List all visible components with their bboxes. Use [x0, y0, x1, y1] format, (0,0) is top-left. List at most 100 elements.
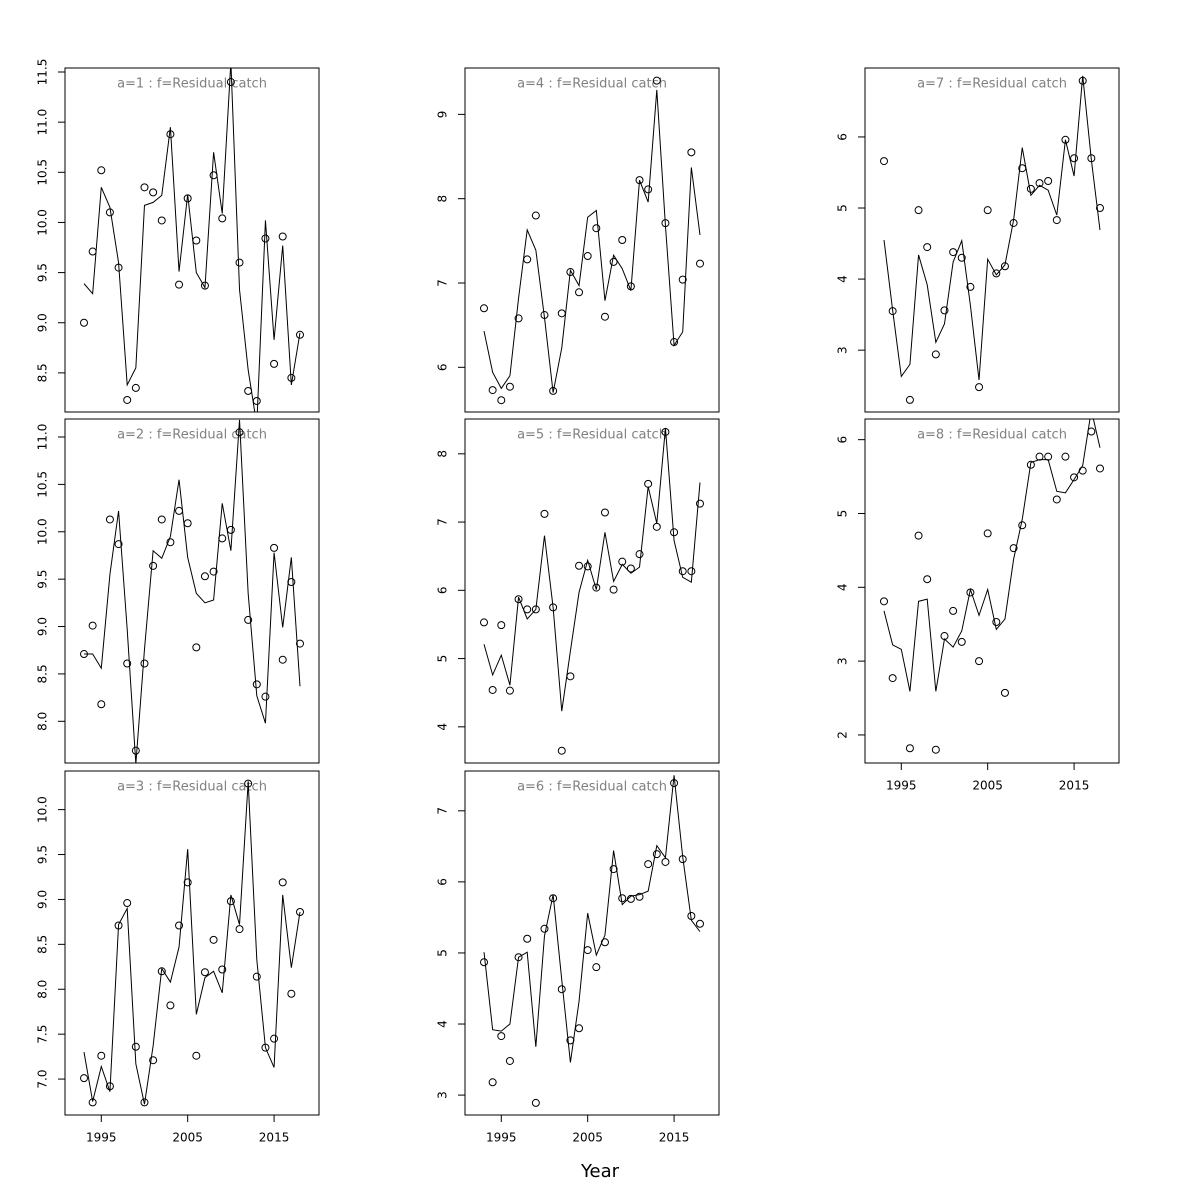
plot-area [880, 419, 1104, 754]
data-point [131, 383, 140, 392]
data-point [1035, 179, 1044, 188]
data-point [1026, 460, 1035, 469]
data-point [914, 206, 923, 215]
data-point [661, 857, 670, 866]
data-point [931, 745, 940, 754]
data-point [218, 214, 227, 223]
data-point [244, 615, 253, 624]
data-point [652, 850, 661, 859]
y-tick-label: 10.0 [36, 518, 50, 545]
data-point [1078, 466, 1087, 475]
data-point [600, 508, 609, 517]
data-point [1044, 452, 1053, 461]
y-tick-label: 4 [436, 723, 450, 731]
data-point [914, 531, 923, 540]
y-tick-label: 8.5 [36, 935, 50, 954]
data-point [1070, 154, 1079, 163]
data-point [183, 878, 192, 887]
data-point [940, 306, 949, 315]
y-tick-label: 7 [436, 807, 450, 815]
data-point [480, 618, 489, 627]
data-point [123, 395, 132, 404]
y-tick-label: 9.0 [36, 890, 50, 909]
data-point [488, 386, 497, 395]
y-tick-label: 8.0 [36, 712, 50, 731]
panel: a=7 : f=Residual catch 3 4 5 6 [836, 67, 1120, 413]
data-point [514, 314, 523, 323]
panel: a=1 : f=Residual catch 8.5 9.0 9.5 10.0 10.5 1… [36, 59, 320, 413]
data-point [566, 672, 575, 681]
data-point [157, 216, 166, 225]
data-point [695, 499, 704, 508]
y-tick-label: 4 [836, 583, 850, 591]
data-point [1052, 495, 1061, 504]
data-point [261, 692, 270, 701]
data-point [678, 567, 687, 576]
data-point [105, 515, 114, 524]
data-point [531, 211, 540, 220]
data-point [1035, 452, 1044, 461]
data-point [600, 312, 609, 321]
panel: a=6 : f=Residual catch 3 4 5 6 7 1995 2005 2015 [436, 770, 720, 1145]
data-point [1052, 216, 1061, 225]
data-point [992, 618, 1001, 627]
data-point [497, 621, 506, 630]
y-tick-label: 7 [436, 279, 450, 287]
data-point [695, 919, 704, 928]
data-point [609, 257, 618, 266]
x-tick-label: 2015 [659, 1131, 690, 1145]
data-point [140, 1098, 149, 1107]
data-point [592, 583, 601, 592]
y-tick-label: 10.0 [36, 796, 50, 823]
y-tick-label: 6 [436, 586, 450, 594]
data-point [966, 282, 975, 291]
data-point [131, 1042, 140, 1051]
data-point [97, 1051, 106, 1060]
y-tick-label: 11.0 [36, 424, 50, 451]
fitted-line [83, 68, 301, 412]
data-point [583, 252, 592, 261]
data-point [252, 972, 261, 981]
data-point [149, 561, 158, 570]
data-point [635, 892, 644, 901]
data-point [923, 575, 932, 584]
data-point [652, 76, 661, 85]
data-point [80, 1074, 89, 1083]
panel-frame [464, 770, 720, 1116]
plot-area [480, 775, 704, 1107]
x-tick-label: 2005 [972, 779, 1003, 793]
x-tick-label: 2005 [172, 1131, 203, 1145]
data-point [644, 860, 653, 869]
panel: a=3 : f=Residual catch 7.0 7.5 8.0 8.5 9.0 9.5… [36, 770, 320, 1145]
fitted-line [883, 419, 1101, 692]
y-tick-label: 5 [436, 949, 450, 957]
data-point [540, 509, 549, 518]
data-point [949, 248, 958, 257]
data-point [488, 685, 497, 694]
data-point [540, 924, 549, 933]
data-point [523, 934, 532, 943]
fitted-line [83, 781, 301, 1105]
data-point [670, 779, 679, 788]
fitted-line [483, 427, 701, 712]
data-point [1044, 177, 1053, 186]
y-tick-label: 9.5 [36, 263, 50, 282]
data-point [278, 878, 287, 887]
data-point [618, 236, 627, 244]
data-point [209, 567, 218, 576]
data-point [183, 519, 192, 528]
data-point [295, 639, 304, 648]
data-point [97, 166, 106, 175]
data-point [270, 359, 279, 368]
data-point [261, 234, 270, 243]
data-point [644, 185, 653, 194]
data-point [226, 525, 235, 534]
data-point [97, 700, 106, 709]
y-tick-label: 10.0 [36, 209, 50, 236]
panel-title: a=7 : f=Residual catch [917, 77, 1067, 92]
data-point [123, 659, 132, 668]
y-tick-label: 8.5 [36, 363, 50, 382]
data-point [140, 183, 149, 192]
data-point [983, 206, 992, 215]
data-point [880, 597, 889, 606]
